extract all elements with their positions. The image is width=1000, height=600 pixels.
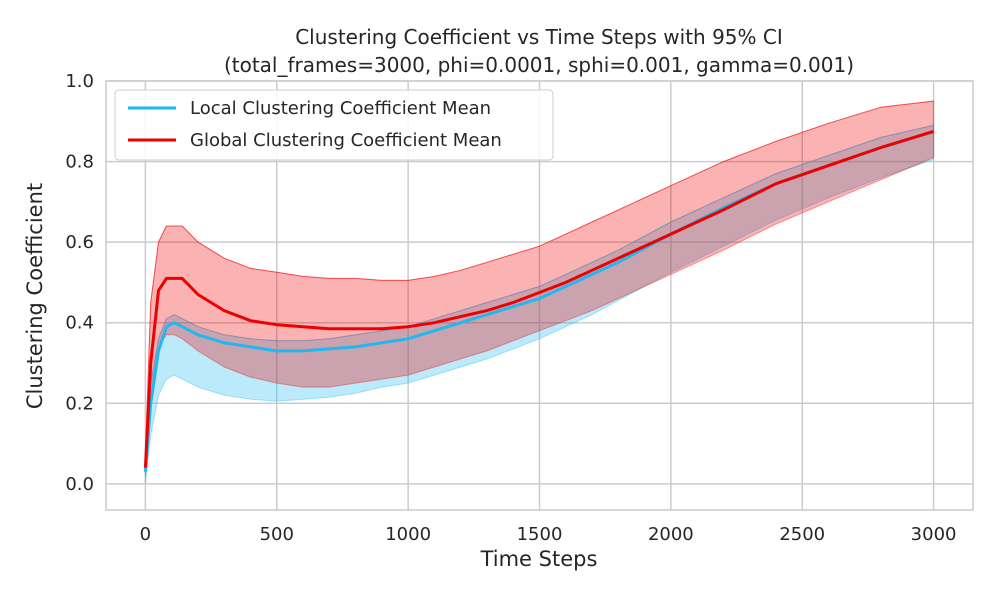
- y-tick-label: 0.0: [65, 474, 94, 495]
- y-tick-label: 0.6: [65, 232, 94, 253]
- ci-band-edge-local: [144, 124, 934, 460]
- x-tick-label: 500: [260, 524, 294, 545]
- legend: Local Clustering Coefficient Mean Global…: [114, 89, 554, 161]
- x-tick-label: 2000: [648, 524, 694, 545]
- ci-band-global: [144, 100, 935, 476]
- ci-band-edge-global: [144, 100, 934, 456]
- series-line-global: [143, 129, 935, 468]
- y-tick-label: 0.4: [65, 313, 94, 334]
- legend-box: [114, 89, 554, 161]
- series-lines: [143, 129, 935, 472]
- x-tick-label: 2500: [779, 524, 825, 545]
- x-tick-label: 3000: [911, 524, 957, 545]
- y-axis-label: Clustering Coefficient: [23, 183, 47, 409]
- ci-band-local: [144, 124, 935, 484]
- legend-label-local: Local Clustering Coefficient Mean: [190, 98, 491, 119]
- y-tick-label: 1.0: [65, 71, 94, 92]
- x-tick-label: 0: [140, 524, 151, 545]
- y-tick-label: 0.8: [65, 152, 94, 173]
- x-tick-label: 1500: [517, 524, 563, 545]
- x-tick-label: 1000: [385, 524, 431, 545]
- tick-labels: 0 500 1000 1500 2000 2500 3000 0.0 0.2 0.4 0.6 0.8 1…: [65, 71, 956, 545]
- ci-bands: [144, 100, 935, 484]
- x-axis-label: Time Steps: [480, 547, 598, 571]
- legend-label-global: Global Clustering Coefficient Mean: [190, 130, 502, 151]
- plot-frame: [105, 80, 974, 511]
- chart-title: Clustering Coefficient vs Time Steps wit…: [295, 25, 783, 49]
- chart-subtitle: (total_frames=3000, phi=0.0001, sphi=0.0…: [224, 53, 854, 77]
- y-tick-label: 0.2: [65, 393, 94, 414]
